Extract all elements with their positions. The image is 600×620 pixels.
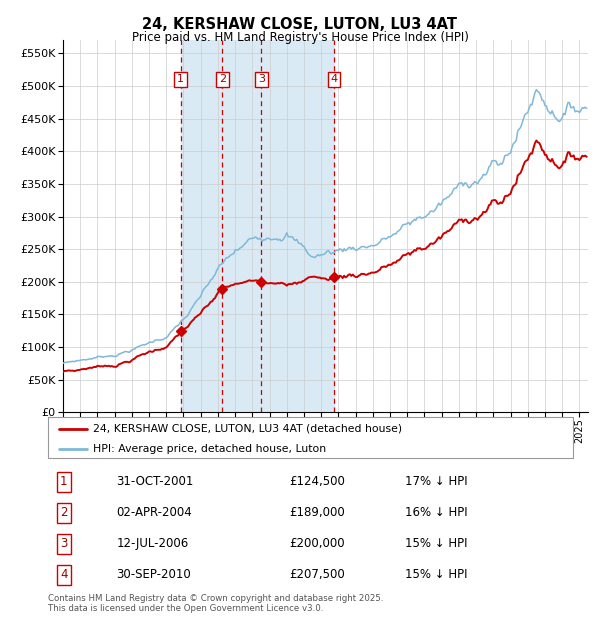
Text: 2: 2 [60, 507, 67, 520]
Text: 16% ↓ HPI: 16% ↓ HPI [405, 507, 467, 520]
Text: 02-APR-2004: 02-APR-2004 [116, 507, 192, 520]
Text: 2: 2 [218, 74, 226, 84]
Text: 4: 4 [60, 569, 67, 582]
Text: £200,000: £200,000 [290, 538, 345, 551]
Text: Price paid vs. HM Land Registry's House Price Index (HPI): Price paid vs. HM Land Registry's House … [131, 31, 469, 44]
Text: £124,500: £124,500 [290, 476, 346, 489]
Text: 31-OCT-2001: 31-OCT-2001 [116, 476, 194, 489]
Text: 15% ↓ HPI: 15% ↓ HPI [405, 538, 467, 551]
Text: 24, KERSHAW CLOSE, LUTON, LU3 4AT: 24, KERSHAW CLOSE, LUTON, LU3 4AT [143, 17, 458, 32]
Text: 1: 1 [177, 74, 184, 84]
Text: 12-JUL-2006: 12-JUL-2006 [116, 538, 188, 551]
Text: 15% ↓ HPI: 15% ↓ HPI [405, 569, 467, 582]
Bar [181, 40, 334, 412]
Text: 4: 4 [331, 74, 338, 84]
Text: Contains HM Land Registry data © Crown copyright and database right 2025.
This d: Contains HM Land Registry data © Crown c… [48, 594, 383, 613]
Text: £189,000: £189,000 [290, 507, 345, 520]
Text: 17% ↓ HPI: 17% ↓ HPI [405, 476, 467, 489]
Text: 3: 3 [60, 538, 67, 551]
Text: 3: 3 [258, 74, 265, 84]
Text: 24, KERSHAW CLOSE, LUTON, LU3 4AT (detached house): 24, KERSHAW CLOSE, LUTON, LU3 4AT (detac… [92, 423, 402, 433]
FancyBboxPatch shape [48, 417, 573, 458]
Text: 30-SEP-2010: 30-SEP-2010 [116, 569, 191, 582]
Text: 1: 1 [60, 476, 67, 489]
Text: HPI: Average price, detached house, Luton: HPI: Average price, detached house, Luto… [92, 444, 326, 454]
Text: £207,500: £207,500 [290, 569, 345, 582]
